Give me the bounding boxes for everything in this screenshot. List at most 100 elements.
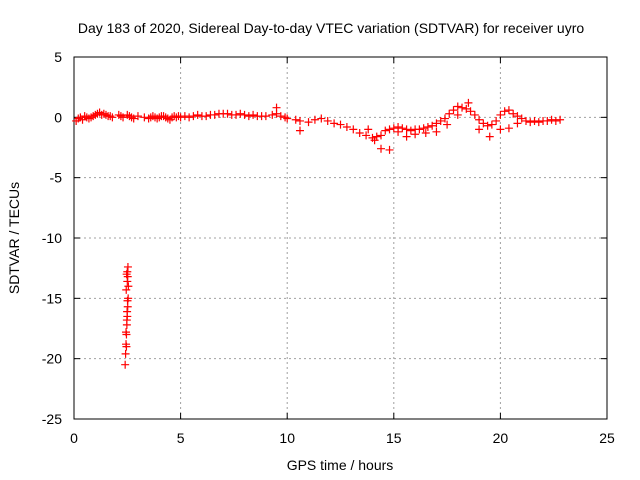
data-point xyxy=(240,110,249,119)
data-point xyxy=(496,125,505,134)
x-tick-label: 0 xyxy=(70,430,78,446)
data-point xyxy=(304,118,313,127)
data-point xyxy=(479,119,488,128)
data-point xyxy=(470,110,479,119)
data-point xyxy=(268,110,277,119)
data-point xyxy=(122,316,131,325)
data-point xyxy=(323,116,332,125)
data-point xyxy=(521,116,530,125)
data-point xyxy=(385,125,394,134)
data-point xyxy=(349,125,358,134)
axis-ticks xyxy=(73,56,608,420)
y-tick-label: -25 xyxy=(42,411,62,427)
data-point xyxy=(372,132,381,141)
data-point xyxy=(513,112,522,121)
y-tick-label: 0 xyxy=(54,109,62,125)
data-point xyxy=(504,124,513,133)
data-point xyxy=(121,360,130,369)
data-point xyxy=(487,120,496,129)
data-point xyxy=(458,103,467,112)
data-point xyxy=(449,106,458,115)
data-point xyxy=(249,110,258,119)
data-point xyxy=(411,130,420,139)
data-point xyxy=(496,110,505,119)
data-point xyxy=(432,127,441,136)
data-point xyxy=(121,349,130,358)
data-point xyxy=(261,112,270,121)
data-point xyxy=(504,106,513,115)
y-tick-label: -15 xyxy=(42,290,62,306)
data-point xyxy=(556,115,565,124)
data-point xyxy=(122,328,131,337)
data-point xyxy=(530,116,539,125)
data-point xyxy=(394,127,403,136)
data-point xyxy=(547,115,556,124)
data-point xyxy=(534,118,543,127)
data-point xyxy=(453,110,462,119)
data-point xyxy=(276,112,285,121)
data-points xyxy=(72,98,565,369)
data-point xyxy=(362,131,371,140)
data-point xyxy=(283,114,292,123)
tick-labels: 0 5 10 15 20 25 -25 -20 -15 -10 -5 0 5 xyxy=(42,49,615,446)
data-point xyxy=(123,307,132,316)
data-point xyxy=(119,113,128,122)
data-point xyxy=(210,110,219,119)
data-point xyxy=(423,122,432,131)
data-point xyxy=(389,124,398,133)
data-point xyxy=(513,119,522,128)
data-point xyxy=(223,109,232,118)
data-point xyxy=(377,131,386,140)
data-point xyxy=(108,113,117,122)
x-tick-label: 10 xyxy=(279,430,295,446)
data-point xyxy=(385,145,394,154)
data-point xyxy=(281,113,290,122)
data-point xyxy=(492,116,501,125)
data-point xyxy=(445,109,454,118)
data-point xyxy=(342,122,351,131)
data-point xyxy=(381,126,390,135)
data-point xyxy=(432,119,441,128)
x-tick-label: 20 xyxy=(493,430,509,446)
data-point xyxy=(440,114,449,123)
data-point xyxy=(189,112,198,121)
data-point xyxy=(193,110,202,119)
data-point xyxy=(232,110,241,119)
data-point xyxy=(464,98,473,107)
data-point xyxy=(295,126,304,135)
data-point xyxy=(129,114,138,123)
data-point xyxy=(500,107,509,116)
data-point xyxy=(517,114,526,123)
data-point xyxy=(543,116,552,125)
data-point xyxy=(509,109,518,118)
data-point xyxy=(475,115,484,124)
data-point xyxy=(485,132,494,141)
data-point xyxy=(124,282,133,291)
data-point xyxy=(123,272,132,281)
data-point xyxy=(310,115,319,124)
data-point xyxy=(466,107,475,116)
data-point xyxy=(377,144,386,153)
x-axis-label: GPS time / hours xyxy=(287,457,394,473)
data-point xyxy=(185,113,194,122)
y-tick-label: -20 xyxy=(42,351,62,367)
data-point xyxy=(443,120,452,129)
data-point xyxy=(402,132,411,141)
data-point xyxy=(419,124,428,133)
data-point xyxy=(133,112,142,121)
data-point xyxy=(295,116,304,125)
data-point xyxy=(116,112,125,121)
data-point xyxy=(244,112,253,121)
data-point xyxy=(202,112,211,121)
data-point xyxy=(272,103,281,112)
grid xyxy=(74,57,607,419)
data-point xyxy=(483,121,492,130)
data-point xyxy=(355,129,364,138)
data-point xyxy=(415,125,424,134)
y-tick-label: -10 xyxy=(42,230,62,246)
data-point xyxy=(123,262,132,271)
data-point xyxy=(123,296,132,305)
data-point xyxy=(475,125,484,134)
x-tick-label: 5 xyxy=(177,430,185,446)
